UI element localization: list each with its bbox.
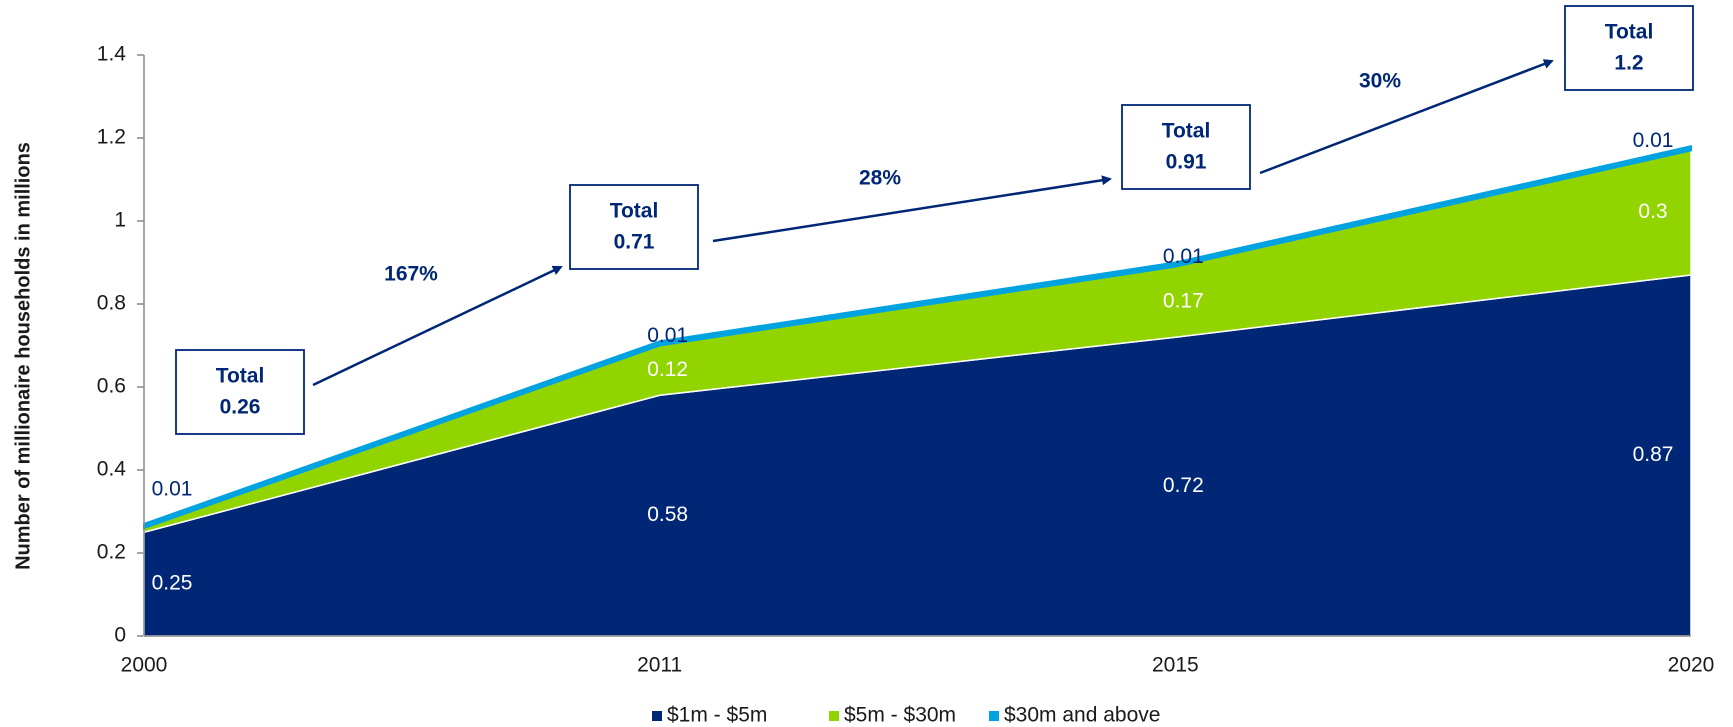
growth-arrow — [312, 265, 563, 387]
total-value: 1.2 — [1614, 52, 1643, 75]
data-label: 0.25 — [152, 572, 193, 595]
y-tick-label: 0.4 — [97, 458, 127, 481]
total-box — [569, 184, 699, 270]
legend-swatch — [989, 711, 999, 721]
growth-label: 167% — [384, 263, 438, 286]
data-label: 0.58 — [647, 503, 688, 526]
y-tick-label: 0.8 — [97, 292, 126, 315]
y-tick-label: 0.2 — [97, 541, 126, 564]
data-label: 0.17 — [1163, 289, 1204, 312]
x-tick-label: 2000 — [121, 654, 168, 677]
y-tick-label: 1.4 — [97, 43, 127, 66]
data-label: 0.01 — [1633, 129, 1674, 152]
total-label: Total — [1162, 120, 1211, 143]
data-label: 0.01 — [152, 477, 193, 500]
total-box — [1564, 5, 1694, 91]
growth-label: 28% — [859, 167, 901, 190]
y-tick-label: 0 — [114, 624, 126, 647]
data-label: 0.01 — [1163, 245, 1204, 268]
growth-label: 30% — [1359, 70, 1401, 93]
legend-swatch — [829, 711, 839, 721]
area — [143, 145, 1692, 530]
legend-label: $30m and above — [1004, 704, 1160, 727]
growth-arrow — [1259, 59, 1554, 175]
total-value: 0.71 — [614, 231, 655, 254]
data-label: 0.01 — [647, 324, 688, 347]
total-value: 0.91 — [1166, 151, 1207, 174]
x-tick-label: 2020 — [1668, 654, 1715, 677]
data-label: 0.87 — [1633, 443, 1674, 466]
data-label: 0.72 — [1163, 474, 1204, 497]
growth-arrow — [712, 175, 1112, 243]
total-value: 0.26 — [220, 396, 261, 419]
legend-label: $1m - $5m — [667, 704, 767, 727]
total-box — [175, 349, 305, 435]
y-tick-label: 1 — [114, 209, 126, 232]
total-label: Total — [610, 200, 659, 223]
data-label: 0.3 — [1638, 200, 1667, 223]
x-tick-label: 2011 — [637, 654, 682, 677]
total-label: Total — [216, 365, 265, 388]
legend-label: $5m - $30m — [844, 704, 956, 727]
y-tick-label: 0.6 — [97, 375, 126, 398]
data-label: 0.12 — [647, 358, 688, 381]
data-label: 0.01 — [152, 530, 193, 553]
y-tick-label: 1.2 — [97, 126, 126, 149]
total-box — [1121, 104, 1251, 190]
total-label: Total — [1605, 21, 1654, 44]
y-axis-label: Number of millionaire households in mill… — [12, 142, 34, 570]
x-tick-label: 2015 — [1152, 654, 1199, 677]
legend-swatch — [652, 711, 662, 721]
